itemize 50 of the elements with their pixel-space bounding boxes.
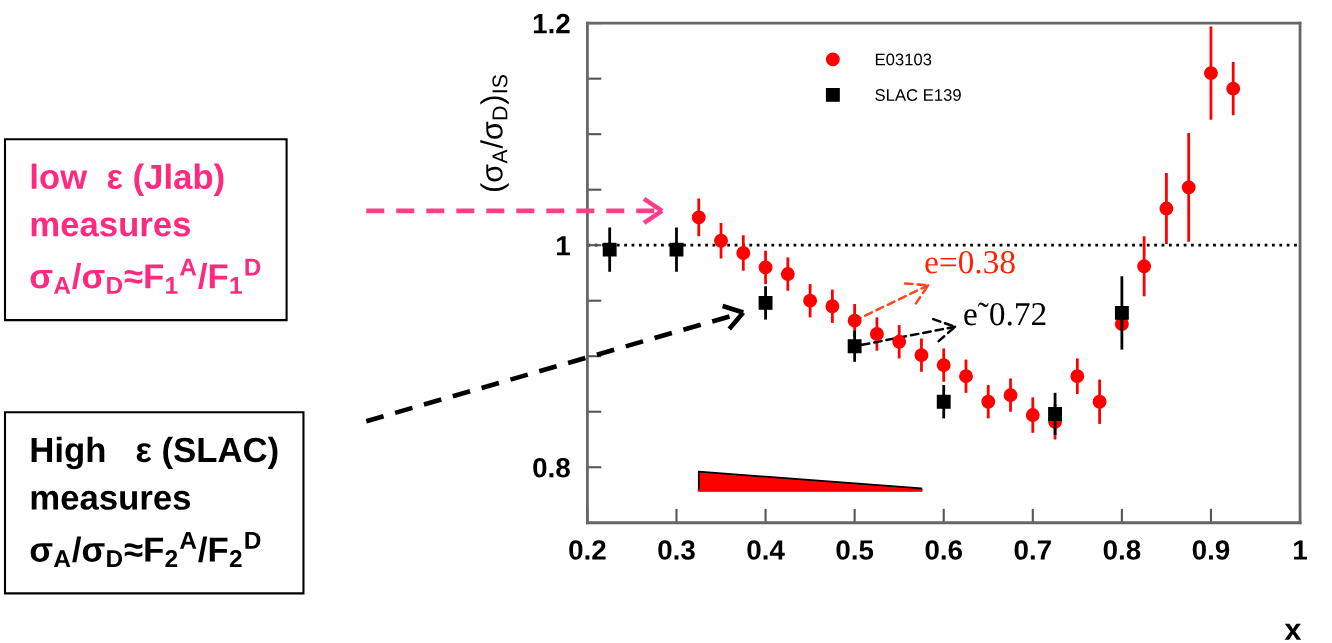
y-tick-label: 1.2: [533, 13, 570, 34]
x-tick-label: 0.9: [1192, 540, 1230, 560]
legend-label: E03103: [875, 53, 932, 66]
point: [847, 313, 862, 328]
legend-label: SLAC E139: [875, 89, 961, 101]
text: High ε (SLAC) measures σ$_{A}$/σ$_{D}$≈F$_{2}$$^{A}$/F$_{2}$$^{D}$: [30, 436, 278, 568]
point: [691, 210, 706, 225]
y-axis-title: (σ$_{A}$/σ$_{D}$)$_{IS}$: [480, 74, 509, 192]
point: [736, 246, 751, 260]
point: [1070, 369, 1085, 384]
point: [936, 358, 951, 373]
annotation: e˜0.72: [964, 302, 1046, 326]
point: [869, 327, 884, 341]
point: [892, 334, 907, 349]
point: [1181, 180, 1196, 195]
x-tick-label: 0.6: [925, 540, 963, 560]
x-tick-label: 0.3: [658, 540, 695, 560]
x-tick-label: 0.4: [747, 540, 785, 560]
point: [669, 242, 684, 257]
point: [825, 299, 840, 314]
point: [1003, 388, 1018, 403]
x-tick-label: 1: [1294, 540, 1307, 560]
point: [1226, 81, 1241, 96]
point: [1025, 408, 1040, 423]
point: [847, 339, 862, 354]
point: [758, 295, 773, 310]
point: [981, 394, 996, 409]
y-tick-label: 1: [557, 236, 570, 256]
point: [602, 242, 617, 257]
x-axis-title: x: [1284, 623, 1302, 640]
text: low ε (Jlab) measures σ$_{A}$/σ$_{D}$≈F$_{1}$$^{A}$/F$_{1}$$^{D}$: [30, 163, 261, 294]
point: [714, 233, 728, 248]
point: [936, 394, 951, 409]
point: [1048, 407, 1063, 421]
point: [780, 267, 795, 282]
x-tick-label: 0.2: [569, 540, 606, 560]
point: [959, 369, 973, 384]
y-tick-label: 0.8: [533, 457, 570, 478]
annotation: e=0.38: [925, 250, 1015, 274]
point: [803, 293, 818, 308]
x-tick-label: 0.8: [1103, 540, 1141, 560]
point: [914, 348, 929, 363]
point: [1159, 201, 1174, 216]
x-tick-label: 0.5: [836, 540, 874, 560]
point: [1137, 259, 1152, 274]
point: [1204, 66, 1218, 81]
x-tick-label: 0.7: [1014, 540, 1051, 560]
point: [758, 260, 773, 275]
point: [1092, 394, 1107, 409]
point: [1114, 305, 1129, 320]
